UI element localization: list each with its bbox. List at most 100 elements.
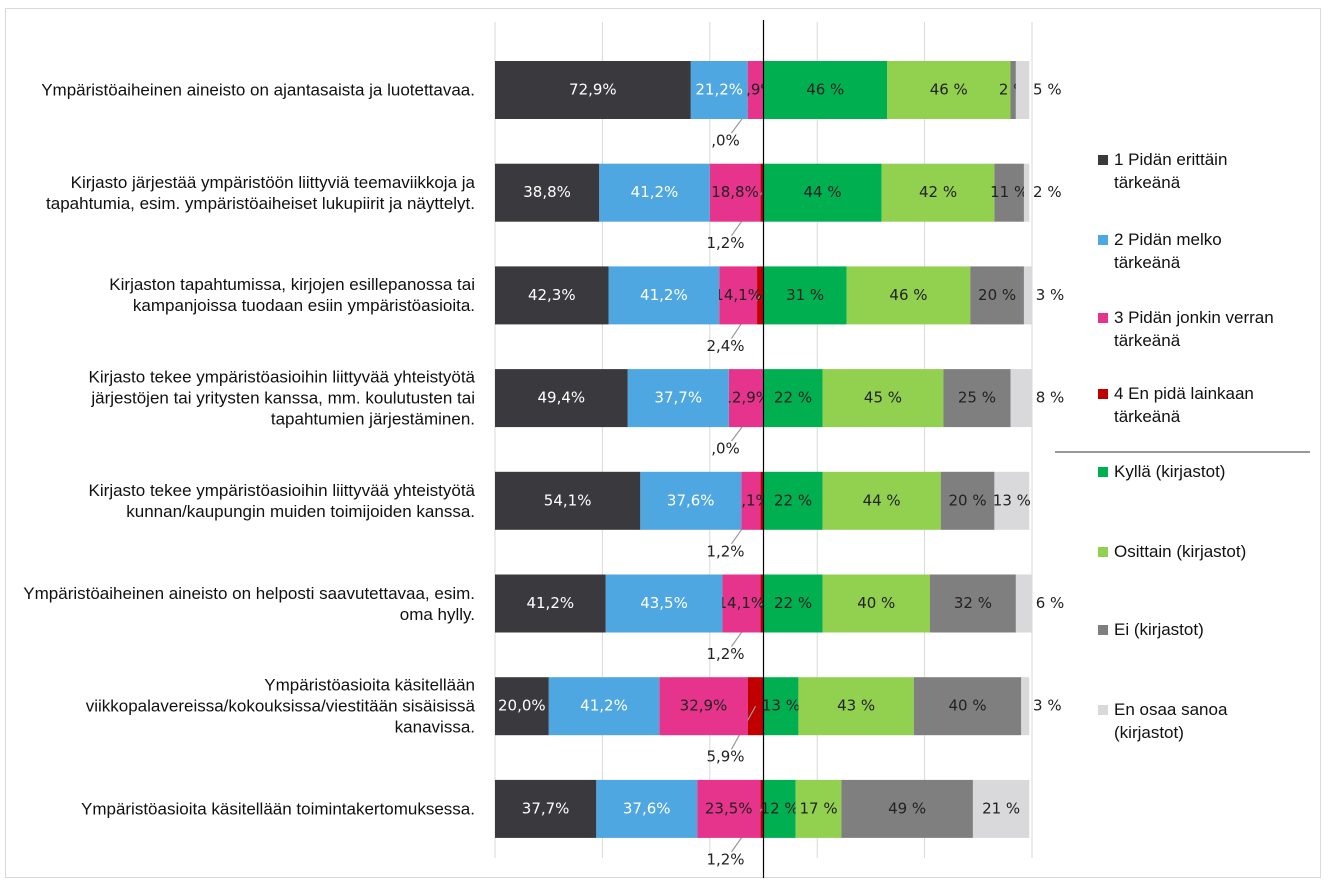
value-label: 22 %	[774, 594, 812, 612]
value-label: 21,2%	[695, 81, 743, 99]
bar-segment	[1010, 369, 1032, 428]
bar-segment	[659, 677, 748, 736]
bar-segment	[763, 266, 847, 325]
legend-item: Kyllä (kirjastot)	[1098, 460, 1313, 483]
bar-segment	[795, 779, 842, 838]
bar-segment	[994, 163, 1024, 222]
bar-segment	[822, 471, 941, 530]
bar-segment	[1010, 61, 1016, 119]
bar-segment	[760, 779, 764, 838]
value-label: 43 %	[837, 697, 875, 715]
bar-segment	[495, 779, 597, 838]
bar-segment	[763, 61, 888, 119]
value-label: 31 %	[786, 286, 824, 304]
bar-segment	[495, 574, 606, 633]
bar-segment	[994, 471, 1030, 530]
category-label: Kirjasto tekee ympäristöasioihin liittyv…	[88, 480, 475, 521]
value-label: 1,2%	[706, 542, 744, 560]
bar-segment	[929, 574, 1016, 633]
bar-segment	[719, 266, 758, 325]
bar-segment	[599, 163, 710, 222]
legend-swatch	[1098, 625, 1108, 635]
legend-label: Ei (kirjastot)	[1114, 620, 1204, 639]
value-label: 8 %	[1036, 389, 1065, 407]
bar-segment	[741, 471, 761, 530]
bar-segment	[1023, 163, 1030, 222]
value-label: 54,1%	[544, 491, 592, 509]
legend-label: Kyllä (kirjastot)	[1114, 462, 1226, 481]
bar-segment	[605, 574, 723, 633]
value-label: 22 %	[774, 389, 812, 407]
value-label: 18,8%	[711, 183, 759, 201]
value-label: 25 %	[958, 389, 996, 407]
value-label: 37,7%	[522, 799, 570, 817]
category-label: Ympäristöasioita käsitellään viikkopalav…	[85, 675, 475, 737]
legend-swatch	[1098, 705, 1108, 715]
value-label: 45 %	[864, 389, 902, 407]
bar-segment	[596, 779, 698, 838]
value-label: 17 %	[799, 799, 837, 817]
value-label: 40 %	[857, 594, 895, 612]
value-label: 46 %	[806, 81, 844, 99]
bar-segment	[972, 779, 1030, 838]
legend-item: 4 En pidä lainkaan tärkeänä	[1098, 382, 1313, 428]
bar-segment	[846, 266, 971, 325]
value-label: 1,2%	[706, 234, 744, 252]
bar-segment	[722, 574, 761, 633]
legend-item: 1 Pidän erittäin tärkeänä	[1098, 148, 1313, 194]
bar-segment	[1015, 574, 1032, 633]
bar-segment	[728, 369, 764, 428]
legend-label: 4 En pidä lainkaan tärkeänä	[1114, 384, 1254, 426]
legend-label: Osittain (kirjastot)	[1114, 542, 1247, 561]
legend-swatch	[1098, 155, 1108, 165]
value-label: ,0%	[711, 440, 740, 458]
category-label: Ympäristöasioita käsitellään toimintaker…	[80, 799, 475, 819]
bar-segment	[709, 163, 761, 222]
legend-swatch	[1098, 389, 1108, 399]
bar-segment	[640, 471, 742, 530]
legend-label: 3 Pidän jonkin verran tärkeänä	[1114, 308, 1274, 350]
value-label: 41,2%	[580, 697, 628, 715]
bar-segment	[798, 677, 914, 736]
value-label: 20 %	[949, 491, 987, 509]
value-label: 22 %	[774, 491, 812, 509]
value-label: 44 %	[863, 491, 901, 509]
bar-segment	[1021, 677, 1030, 736]
value-label: 32,9%	[680, 697, 728, 715]
value-label: 49,4%	[537, 389, 585, 407]
bar-segment	[822, 574, 930, 633]
value-label: 37,6%	[623, 799, 671, 817]
bar-segment	[747, 61, 764, 119]
bar-segment	[495, 266, 609, 325]
bar-segment	[495, 163, 600, 222]
bar-segment	[760, 574, 764, 633]
value-label: 12,9%	[722, 389, 770, 407]
bar-segment	[760, 163, 764, 222]
bar-segment	[822, 369, 944, 428]
value-label: 14,1%	[718, 594, 766, 612]
legend-swatch	[1098, 313, 1108, 323]
bar-segment	[1023, 266, 1032, 325]
bar-segment	[763, 677, 799, 736]
bar-segment	[881, 163, 995, 222]
bar-segment	[763, 369, 823, 428]
bar-segment	[760, 471, 764, 530]
bar-segment	[940, 471, 995, 530]
legend-label: En osaa sanoa (kirjastot)	[1114, 700, 1228, 742]
bar-segment	[763, 471, 823, 530]
legend-item: 3 Pidän jonkin verran tärkeänä	[1098, 306, 1313, 352]
category-label: Ympäristöaiheinen aineisto on ajantasais…	[41, 80, 475, 100]
legend-item: Osittain (kirjastot)	[1098, 540, 1313, 563]
value-label: 23,5%	[705, 799, 753, 817]
bar-segment	[887, 61, 1011, 119]
bar-segment	[495, 61, 691, 119]
value-label: 5,9%	[706, 748, 744, 766]
value-label: 2,4%	[706, 337, 744, 355]
value-label: 1,2%	[706, 850, 744, 868]
value-label: 46 %	[930, 81, 968, 99]
value-label: 2 %	[1033, 183, 1062, 201]
value-label: 14,1%	[714, 286, 762, 304]
bar-segment	[495, 369, 628, 428]
value-label: 3 %	[1036, 286, 1065, 304]
value-label: 13 %	[762, 697, 800, 715]
